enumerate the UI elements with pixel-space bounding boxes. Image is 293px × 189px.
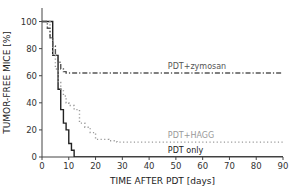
x-tick-label: 20 bbox=[90, 161, 101, 171]
x-tick bbox=[256, 157, 257, 160]
series-line bbox=[42, 22, 283, 143]
x-axis-label: TIME AFTER PDT [days] bbox=[109, 176, 215, 186]
plot-area bbox=[42, 22, 283, 157]
x-tick bbox=[149, 157, 150, 160]
x-tick-label: 70 bbox=[224, 161, 235, 171]
curve-label: PDT+zymosan bbox=[168, 62, 226, 71]
chart: 0 10 20 30 40 50 60 70 80 90 0 20 40 60 80 100 TIME AFTE… bbox=[0, 0, 293, 189]
x-tick-label: 60 bbox=[197, 161, 208, 171]
y-axis-label: TUMOR-FREE MICE [%] bbox=[2, 31, 12, 135]
y-tick-label: 20 bbox=[26, 125, 37, 135]
x-tick bbox=[175, 157, 176, 160]
x-tick-label: 30 bbox=[117, 161, 128, 171]
x-tick bbox=[229, 157, 230, 160]
x-tick bbox=[68, 157, 69, 160]
y-tick bbox=[39, 129, 42, 130]
x-tick-label: 90 bbox=[278, 161, 289, 171]
x-tick-label: 0 bbox=[39, 161, 44, 171]
y-tick-label: 80 bbox=[26, 44, 37, 54]
series-line bbox=[42, 22, 283, 73]
y-tick bbox=[39, 21, 42, 22]
x-tick-label: 10 bbox=[63, 161, 74, 171]
x-tick bbox=[95, 157, 96, 160]
series-line bbox=[42, 22, 283, 157]
x-tick bbox=[283, 157, 284, 160]
x-tick-label: 50 bbox=[170, 161, 181, 171]
y-tick-label: 0 bbox=[32, 152, 37, 162]
x-tick-label: 80 bbox=[251, 161, 262, 171]
curve-label: PDT only bbox=[168, 146, 204, 155]
y-tick-label: 40 bbox=[26, 98, 37, 108]
y-tick-label: 60 bbox=[26, 71, 37, 81]
y-tick bbox=[39, 48, 42, 49]
y-axis-line bbox=[42, 8, 43, 157]
y-tick bbox=[39, 75, 42, 76]
y-tick bbox=[39, 102, 42, 103]
x-tick-label: 40 bbox=[144, 161, 155, 171]
x-tick bbox=[202, 157, 203, 160]
y-tick-label: 100 bbox=[21, 17, 37, 27]
curve-label: PDT+HAGG bbox=[168, 131, 214, 140]
x-tick bbox=[122, 157, 123, 160]
y-tick bbox=[39, 157, 42, 158]
